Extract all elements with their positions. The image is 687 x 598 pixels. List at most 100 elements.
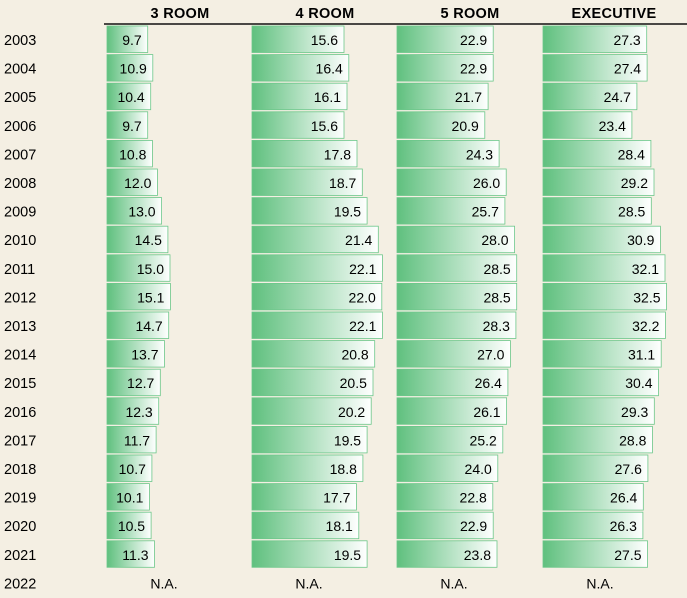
bar — [251, 82, 348, 111]
value-label: 19.5 — [334, 432, 361, 448]
value-label: 22.9 — [460, 32, 487, 48]
value-label: 32.5 — [633, 289, 660, 305]
bar — [396, 111, 486, 139]
bar — [542, 25, 648, 53]
year-label: 2009 — [4, 205, 36, 221]
bar — [106, 425, 157, 454]
value-label: 20.8 — [341, 347, 368, 363]
bar — [396, 311, 517, 339]
value-label: 18.7 — [329, 175, 356, 191]
bar — [542, 225, 661, 254]
bar — [251, 483, 357, 511]
value-label: 22.1 — [349, 261, 376, 277]
bar — [542, 397, 655, 425]
value-label: 27.5 — [614, 547, 641, 563]
na-label: N.A. — [586, 575, 613, 591]
na-label: N.A. — [150, 575, 177, 591]
value-label: 21.7 — [455, 89, 482, 105]
value-label: 28.8 — [619, 432, 646, 448]
bar — [396, 254, 518, 282]
bar — [106, 54, 154, 82]
bar — [251, 311, 383, 339]
bar — [106, 311, 170, 339]
bar — [251, 511, 360, 540]
value-label: 32.2 — [632, 318, 659, 334]
value-label: 18.1 — [326, 518, 353, 534]
column-header: 5 ROOM — [441, 6, 500, 22]
year-label: 2005 — [4, 90, 36, 106]
value-label: 27.0 — [477, 347, 504, 363]
value-label: 13.0 — [128, 204, 155, 220]
value-label: 25.7 — [472, 204, 499, 220]
bar — [542, 540, 648, 568]
value-label: 32.1 — [632, 261, 659, 277]
value-label: 22.1 — [349, 318, 376, 334]
year-label: 2019 — [4, 491, 36, 507]
column-header: 4 ROOM — [296, 6, 355, 22]
value-label: 11.3 — [122, 547, 148, 563]
bar — [251, 454, 364, 482]
bar — [396, 483, 494, 511]
bar — [396, 82, 489, 111]
year-label: 2022 — [4, 576, 36, 592]
value-label: 17.7 — [323, 490, 350, 506]
bar — [396, 139, 500, 168]
bar — [251, 111, 345, 139]
year-label: 2006 — [4, 119, 36, 135]
value-label: 19.5 — [334, 204, 361, 220]
value-label: 24.3 — [466, 146, 493, 162]
value-label: 26.3 — [610, 518, 637, 534]
bar — [106, 197, 162, 225]
bar — [106, 454, 153, 482]
value-label: 14.7 — [135, 318, 162, 334]
value-label: 26.4 — [610, 490, 637, 506]
year-label: 2010 — [4, 233, 36, 249]
value-label: 19.5 — [334, 547, 361, 563]
bar — [542, 425, 653, 454]
bar — [396, 425, 504, 454]
value-label: 12.3 — [125, 404, 152, 420]
bar — [251, 425, 368, 454]
value-label: 12.7 — [127, 375, 154, 391]
bar — [106, 368, 161, 397]
value-label: 10.9 — [120, 61, 147, 77]
bar — [251, 139, 358, 168]
year-label: 2008 — [4, 176, 36, 192]
na-label: N.A. — [295, 575, 322, 591]
value-label: 13.7 — [131, 347, 158, 363]
bar — [396, 197, 506, 225]
value-label: 27.6 — [615, 461, 642, 477]
bar — [396, 282, 518, 311]
bar — [396, 397, 507, 425]
bar — [396, 168, 507, 196]
bar — [396, 340, 511, 368]
bar — [396, 454, 499, 482]
value-label: 15.1 — [137, 289, 164, 305]
value-label: 22.8 — [460, 490, 487, 506]
column-header: 3 ROOM — [151, 6, 210, 22]
bar — [396, 54, 494, 82]
value-label: 18.8 — [330, 461, 357, 477]
bar — [251, 254, 383, 282]
bar — [542, 511, 644, 540]
value-label: 20.9 — [452, 118, 479, 134]
bar — [251, 25, 345, 53]
value-label: 27.3 — [613, 32, 640, 48]
value-label: 9.7 — [122, 32, 142, 48]
bar — [106, 168, 158, 196]
value-label: 15.0 — [137, 261, 164, 277]
bar — [542, 454, 649, 482]
bar — [106, 225, 169, 254]
bar — [251, 197, 368, 225]
year-label: 2014 — [4, 348, 36, 364]
bar — [106, 483, 150, 511]
year-label: 2021 — [4, 548, 36, 564]
year-label: 2007 — [4, 147, 36, 163]
bar — [106, 397, 160, 425]
value-label: 22.9 — [460, 61, 487, 77]
year-label: 2013 — [4, 319, 36, 335]
bar — [106, 139, 153, 168]
value-label: 20.5 — [340, 375, 367, 391]
bar — [542, 111, 633, 139]
